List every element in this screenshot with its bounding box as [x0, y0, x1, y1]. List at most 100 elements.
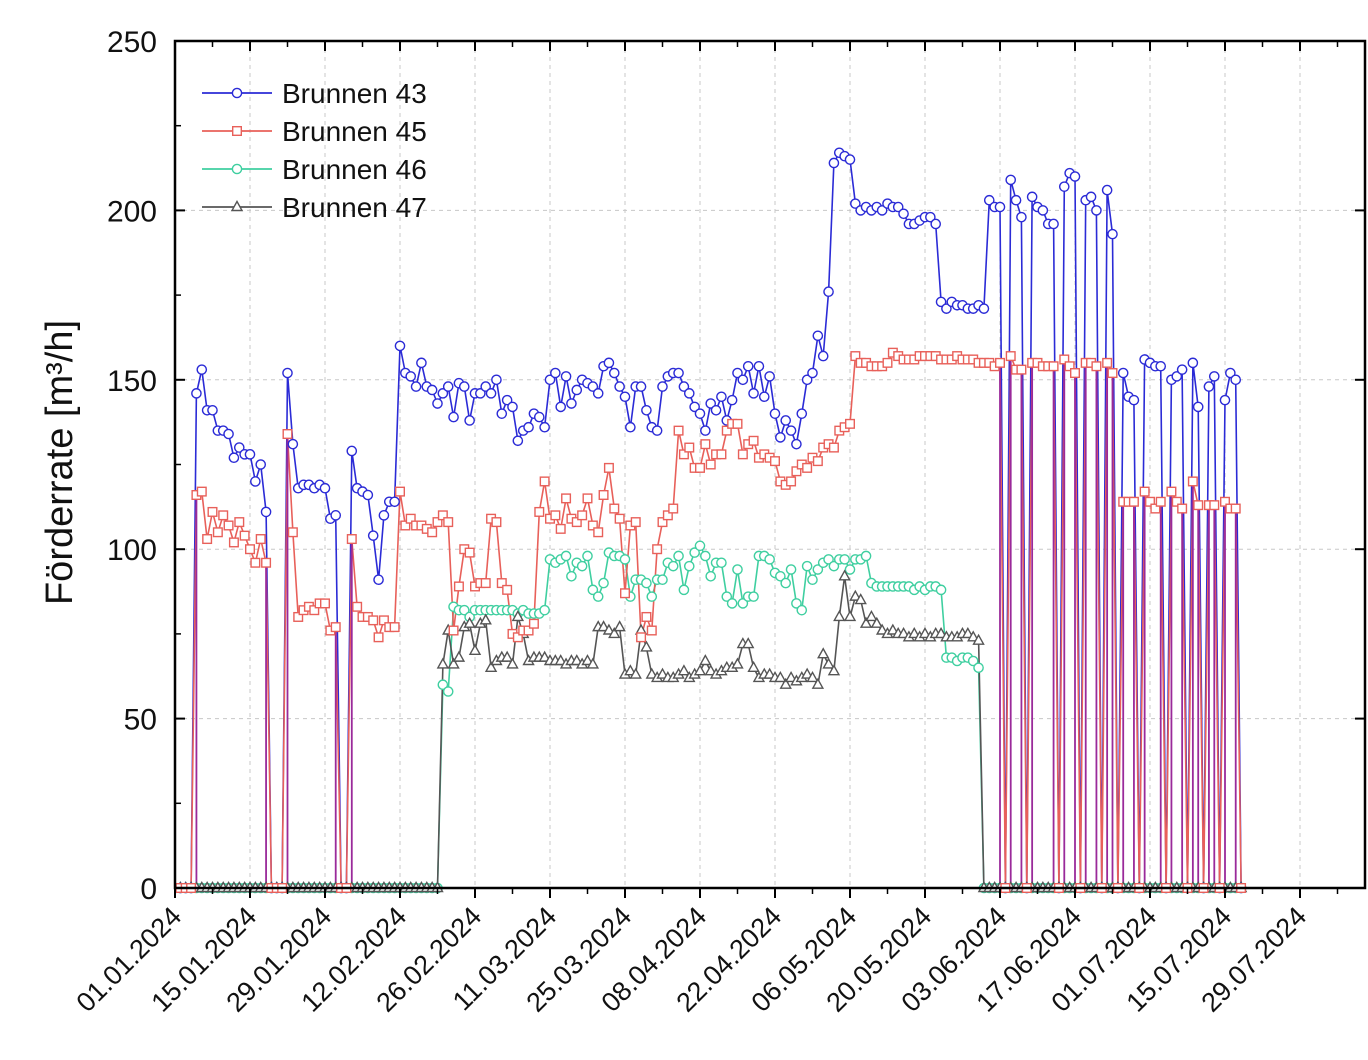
marker-brunnen-45 [748, 435, 759, 446]
marker-brunnen-43 [1192, 401, 1204, 413]
marker-brunnen-45 [320, 598, 331, 609]
marker-brunnen-47 [854, 593, 867, 605]
marker-brunnen-47 [800, 667, 814, 679]
marker-brunnen-43 [260, 506, 272, 518]
marker-brunnen-43 [1101, 184, 1113, 196]
marker-brunnen-45 [309, 605, 320, 616]
marker-brunnen-47 [961, 626, 975, 639]
marker-brunnen-43 [501, 394, 513, 406]
marker-brunnen-46 [587, 584, 599, 596]
marker-brunnen-43 [758, 391, 770, 403]
marker-brunnen-45 [1139, 486, 1150, 497]
marker-brunnen-45 [378, 615, 389, 626]
marker-brunnen-45 [587, 520, 598, 531]
marker-brunnen-43 [1058, 181, 1070, 192]
marker-brunnen-45 [828, 442, 839, 453]
marker-brunnen-43 [287, 438, 299, 450]
marker-brunnen-43 [1155, 360, 1167, 372]
y-tick-label: 150 [107, 365, 157, 398]
marker-brunnen-45 [620, 588, 631, 599]
marker-brunnen-45 [598, 489, 609, 500]
marker-brunnen-45 [448, 625, 459, 636]
marker-brunnen-47 [699, 654, 712, 666]
marker-brunnen-47 [602, 623, 616, 635]
marker-brunnen-43 [941, 303, 952, 314]
marker-brunnen-47 [763, 667, 776, 679]
marker-brunnen-45 [1048, 361, 1059, 372]
marker-brunnen-43 [742, 360, 754, 372]
marker-brunnen-43 [475, 388, 486, 399]
marker-brunnen-45 [1005, 351, 1016, 362]
marker-brunnen-45 [550, 510, 561, 521]
marker-brunnen-47 [822, 657, 835, 669]
marker-brunnen-45 [453, 581, 464, 592]
marker-brunnen-45 [609, 503, 620, 514]
marker-brunnen-45 [202, 534, 213, 545]
y-axis-label: Förderrate [m³/h] [39, 320, 81, 605]
marker-brunnen-45 [646, 625, 657, 636]
marker-brunnen-46 [935, 584, 947, 596]
marker-brunnen-45 [352, 601, 363, 612]
marker-brunnen-43 [1010, 194, 1022, 206]
marker-brunnen-45 [1150, 503, 1161, 514]
marker-brunnen-43 [850, 198, 861, 209]
marker-brunnen-43 [405, 371, 417, 382]
marker-brunnen-43 [523, 421, 534, 433]
marker-brunnen-46 [641, 577, 652, 589]
marker-brunnen-46 [458, 604, 470, 616]
marker-brunnen-45 [716, 449, 727, 460]
marker-brunnen-43 [732, 367, 743, 379]
marker-brunnen-43 [791, 438, 802, 450]
marker-brunnen-43 [930, 218, 942, 230]
marker-brunnen-46 [592, 591, 604, 602]
marker-brunnen-45 [427, 527, 438, 538]
marker-brunnen-46 [667, 560, 679, 572]
marker-brunnen-45 [668, 503, 679, 514]
marker-brunnen-43 [796, 408, 808, 419]
marker-brunnen-43 [1203, 381, 1215, 392]
marker-brunnen-45 [1166, 486, 1177, 497]
marker-brunnen-45 [491, 517, 502, 528]
marker-brunnen-45 [882, 357, 893, 368]
marker-brunnen-46 [785, 564, 797, 575]
marker-brunnen-43 [1048, 218, 1059, 230]
marker-brunnen-43 [378, 510, 390, 521]
marker-brunnen-47 [645, 667, 658, 679]
marker-brunnen-45 [850, 351, 861, 362]
marker-brunnen-47 [640, 640, 653, 652]
marker-brunnen-47 [704, 664, 717, 676]
marker-brunnen-43 [978, 303, 990, 314]
marker-brunnen-46 [694, 540, 706, 552]
marker-brunnen-45 [662, 510, 673, 521]
marker-brunnen-47 [817, 647, 830, 659]
marker-brunnen-43 [753, 360, 765, 372]
marker-brunnen-45 [673, 425, 684, 436]
marker-brunnen-45 [571, 517, 582, 528]
marker-brunnen-47 [554, 654, 567, 666]
legend-marker-brunnen-47 [230, 200, 244, 212]
marker-brunnen-43 [705, 398, 717, 409]
marker-brunnen-43 [812, 330, 824, 342]
marker-brunnen-45 [346, 534, 357, 545]
marker-brunnen-43 [244, 449, 256, 460]
marker-brunnen-43 [892, 201, 904, 213]
marker-brunnen-43 [458, 381, 470, 392]
marker-brunnen-47 [849, 589, 862, 601]
marker-brunnen-43 [362, 489, 374, 501]
marker-brunnen-45 [845, 418, 856, 429]
marker-brunnen-43 [673, 367, 684, 379]
marker-brunnen-43 [1069, 171, 1081, 182]
marker-brunnen-43 [1026, 191, 1038, 203]
marker-brunnen-46 [807, 574, 818, 585]
marker-brunnen-46 [619, 554, 631, 565]
marker-brunnen-43 [512, 435, 524, 447]
marker-brunnen-43 [1128, 394, 1140, 406]
marker-brunnen-45 [330, 622, 341, 633]
marker-brunnen-47 [452, 650, 466, 662]
y-tick-label: 200 [107, 195, 157, 228]
marker-brunnen-45 [212, 527, 223, 538]
marker-brunnen-43 [1037, 205, 1049, 216]
marker-brunnen-43 [678, 381, 690, 392]
marker-brunnen-43 [480, 381, 492, 392]
marker-brunnen-43 [700, 425, 711, 436]
